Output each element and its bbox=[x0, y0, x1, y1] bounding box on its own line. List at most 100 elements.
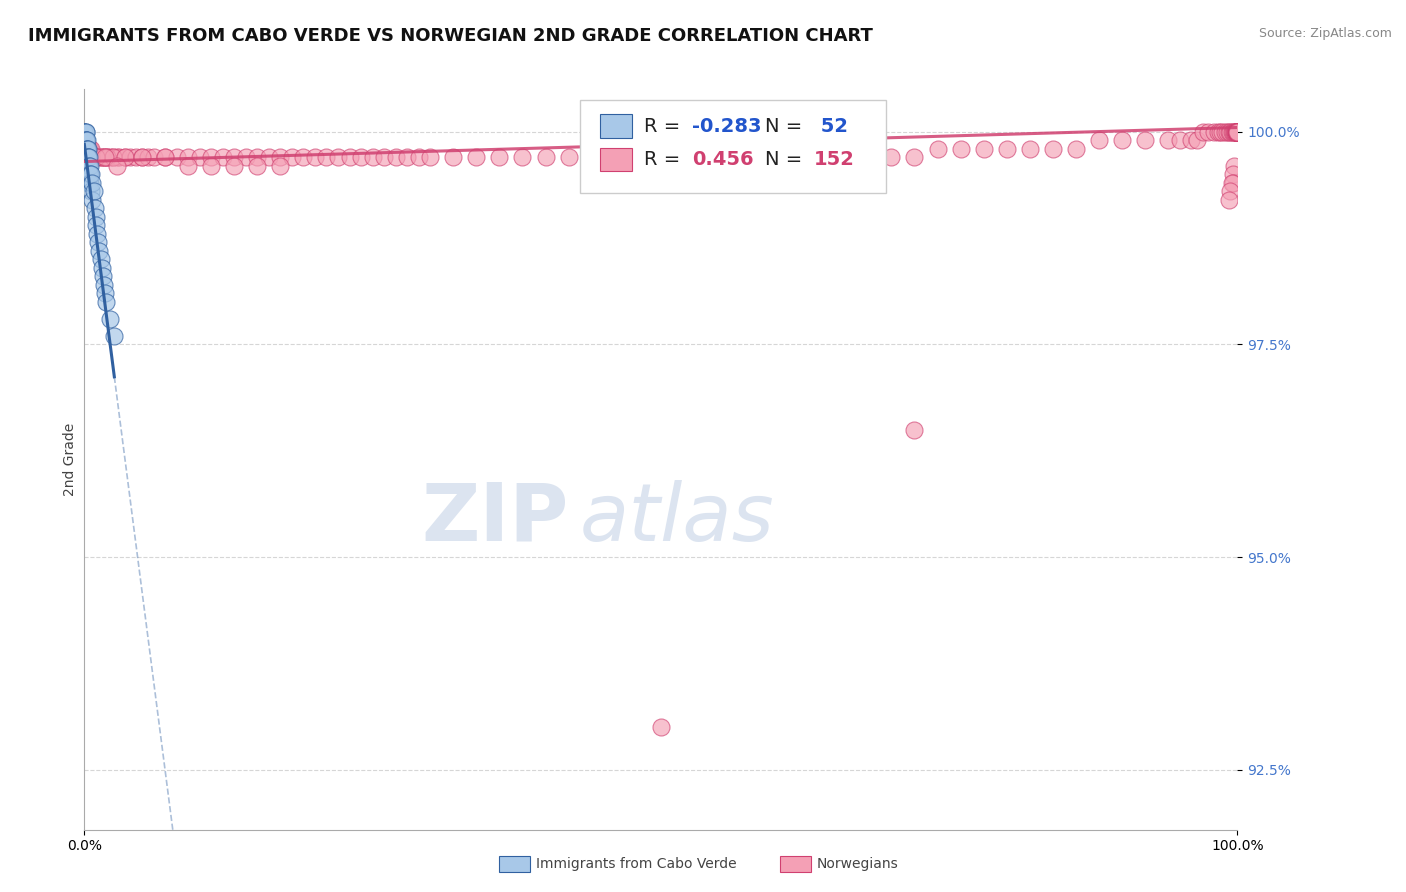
Point bbox=[1226, 125, 1249, 139]
Point bbox=[75, 142, 97, 156]
Point bbox=[166, 150, 188, 164]
Point bbox=[105, 159, 128, 173]
Point bbox=[1226, 125, 1249, 139]
Point bbox=[1226, 125, 1249, 139]
Point bbox=[90, 260, 112, 275]
Point bbox=[75, 125, 97, 139]
Point bbox=[650, 721, 672, 735]
FancyBboxPatch shape bbox=[600, 114, 633, 138]
Point bbox=[1204, 125, 1226, 139]
Point bbox=[1226, 125, 1249, 139]
Point bbox=[834, 150, 856, 164]
Text: Immigrants from Cabo Verde: Immigrants from Cabo Verde bbox=[536, 857, 737, 871]
Point bbox=[73, 125, 96, 139]
Point bbox=[1222, 176, 1244, 190]
Point bbox=[76, 150, 98, 164]
Point bbox=[269, 159, 291, 173]
Point bbox=[315, 150, 337, 164]
Point bbox=[87, 150, 110, 164]
Point bbox=[153, 150, 176, 164]
Point bbox=[76, 167, 98, 181]
Point bbox=[77, 150, 100, 164]
Point bbox=[94, 286, 117, 301]
Point bbox=[1191, 125, 1213, 139]
Point bbox=[94, 150, 117, 164]
Point bbox=[1216, 125, 1239, 139]
Text: N =: N = bbox=[765, 150, 808, 169]
Point bbox=[83, 202, 105, 216]
Point bbox=[86, 227, 108, 241]
Point bbox=[114, 150, 136, 164]
Point bbox=[188, 150, 211, 164]
Point bbox=[465, 150, 488, 164]
Point bbox=[82, 150, 104, 164]
Point bbox=[488, 150, 510, 164]
Point bbox=[1222, 167, 1244, 181]
Point bbox=[200, 159, 222, 173]
Point bbox=[1211, 125, 1233, 139]
Point bbox=[718, 150, 741, 164]
Point bbox=[858, 150, 880, 164]
Point bbox=[1220, 125, 1243, 139]
Point bbox=[326, 150, 349, 164]
Point bbox=[76, 142, 98, 156]
Point bbox=[75, 133, 97, 147]
Point bbox=[1218, 125, 1240, 139]
Text: IMMIGRANTS FROM CABO VERDE VS NORWEGIAN 2ND GRADE CORRELATION CHART: IMMIGRANTS FROM CABO VERDE VS NORWEGIAN … bbox=[28, 27, 873, 45]
Text: Source: ZipAtlas.com: Source: ZipAtlas.com bbox=[1258, 27, 1392, 40]
Point bbox=[84, 219, 107, 233]
Text: -0.283: -0.283 bbox=[692, 117, 762, 136]
Point bbox=[765, 150, 787, 164]
Point bbox=[76, 142, 98, 156]
Point bbox=[1226, 125, 1249, 139]
Text: Norwegians: Norwegians bbox=[817, 857, 898, 871]
Point bbox=[77, 142, 100, 156]
Point bbox=[1226, 125, 1249, 139]
Point bbox=[1223, 125, 1246, 139]
Point bbox=[83, 150, 105, 164]
Point bbox=[75, 142, 97, 156]
Point bbox=[108, 150, 131, 164]
Point bbox=[77, 159, 100, 173]
Point bbox=[1219, 125, 1241, 139]
Point bbox=[75, 133, 97, 147]
Point bbox=[350, 150, 373, 164]
Point bbox=[1226, 125, 1249, 139]
Point bbox=[339, 150, 361, 164]
Point bbox=[441, 150, 464, 164]
Point bbox=[1018, 142, 1040, 156]
Point bbox=[96, 150, 118, 164]
Point bbox=[76, 159, 98, 173]
Text: atlas: atlas bbox=[581, 480, 775, 558]
Point bbox=[811, 150, 834, 164]
Point bbox=[82, 176, 104, 190]
Point bbox=[246, 150, 269, 164]
Point bbox=[77, 150, 100, 164]
Point bbox=[1226, 125, 1249, 139]
Point bbox=[419, 150, 441, 164]
Point bbox=[79, 150, 101, 164]
Point bbox=[80, 184, 103, 198]
Point bbox=[224, 159, 246, 173]
Point bbox=[1209, 125, 1232, 139]
Point bbox=[75, 133, 97, 147]
Point bbox=[77, 167, 100, 181]
Point bbox=[1226, 125, 1249, 139]
Point bbox=[73, 125, 96, 139]
Point bbox=[94, 150, 117, 164]
Point bbox=[1206, 125, 1229, 139]
Point bbox=[76, 176, 98, 190]
Point bbox=[1111, 133, 1133, 147]
Point bbox=[1133, 133, 1156, 147]
Point bbox=[1222, 125, 1244, 139]
Point bbox=[103, 329, 125, 343]
Point bbox=[83, 184, 105, 198]
Point bbox=[76, 142, 98, 156]
Point bbox=[1213, 125, 1236, 139]
Point bbox=[1226, 125, 1249, 139]
Point bbox=[512, 150, 534, 164]
Point bbox=[96, 150, 118, 164]
Point bbox=[79, 159, 101, 173]
Point bbox=[1223, 159, 1246, 173]
Point bbox=[1226, 125, 1249, 139]
